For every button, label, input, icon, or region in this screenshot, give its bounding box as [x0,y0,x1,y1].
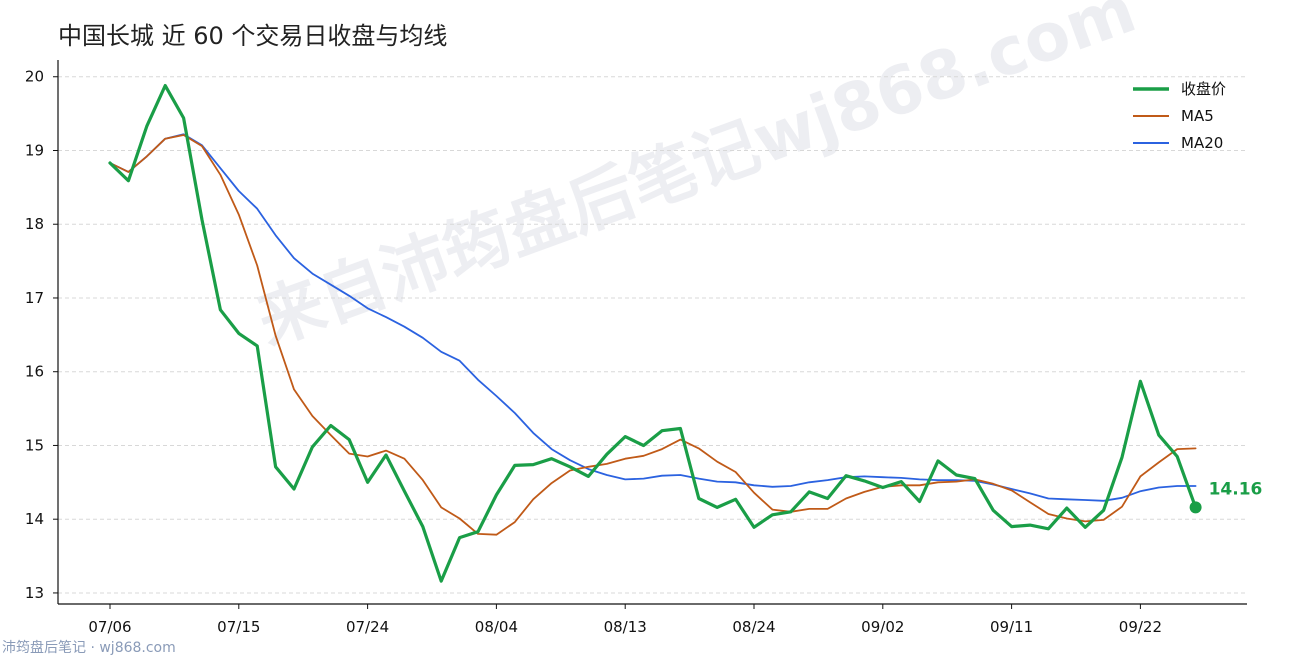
last-close-point [1189,501,1202,514]
x-tick-label: 07/24 [346,618,389,636]
legend-label: 收盘价 [1181,80,1226,98]
x-tick-label: 08/13 [604,618,647,636]
y-tick-label: 15 [25,436,44,454]
y-tick-label: 13 [25,584,44,602]
y-tick-label: 14 [25,510,44,528]
y-tick-label: 20 [25,68,44,86]
x-tick-label: 07/06 [88,618,131,636]
chart-title: 中国长城 近 60 个交易日收盘与均线 [58,22,448,50]
series-lines: 14.16 [108,83,1263,583]
x-tick-label: 09/11 [990,618,1033,636]
legend-label: MA5 [1181,107,1214,125]
x-tick-label: 07/15 [217,618,260,636]
series-line-ma5 [109,134,1197,536]
series-line-close [108,83,1198,583]
legend-label: MA20 [1181,134,1223,152]
x-tick-label: 08/24 [732,618,775,636]
x-tick-label: 09/02 [861,618,904,636]
watermark-text: 来自沛筠盘后笔记wj868.com [247,0,1145,360]
gridlines [58,76,1247,594]
y-tick-label: 17 [25,289,44,307]
y-tick-label: 18 [25,215,44,233]
axes: 13 14 15 16 17 18 19 20 07/06 07/15 07/24 08/04 08/1… [25,60,1247,636]
watermark: 来自沛筠盘后笔记wj868.com [247,0,1145,360]
y-tick-label: 19 [25,141,44,159]
footer-source: 沛筠盘后笔记 · wj868.com [2,640,176,656]
last-close-label: 14.16 [1209,479,1263,499]
y-tick-label: 16 [25,363,44,381]
legend: 收盘价 MA5 MA20 [1133,80,1226,152]
series-line-ma20 [109,133,1197,502]
x-tick-label: 09/22 [1119,618,1162,636]
x-tick-label: 08/04 [475,618,518,636]
